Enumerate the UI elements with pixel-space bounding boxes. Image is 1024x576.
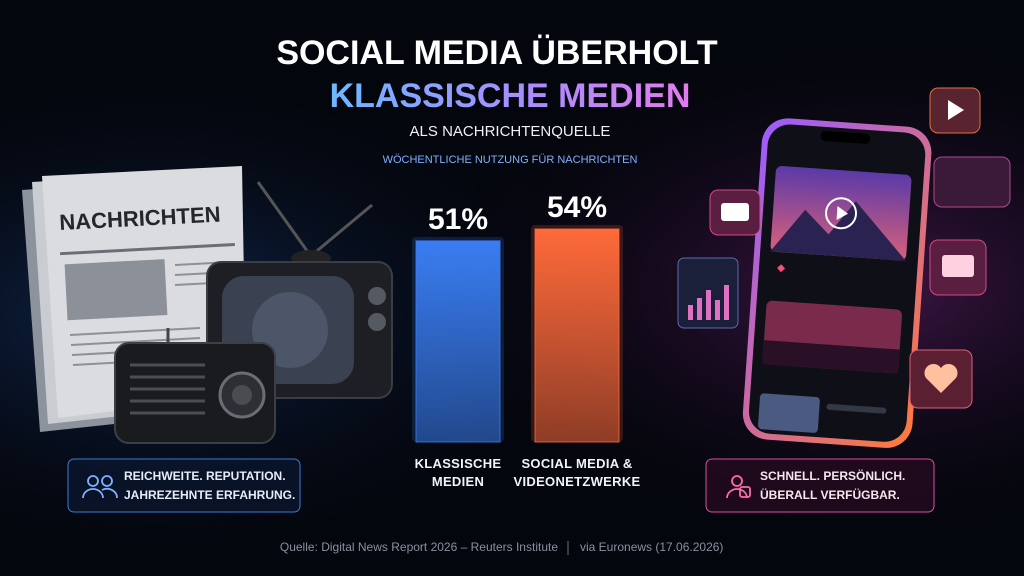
social-icons bbox=[677, 87, 1011, 409]
source-via: via Euronews (17.06.2026) bbox=[580, 540, 723, 554]
category-label: SOCIAL MEDIA & VIDEONETZWERKE bbox=[513, 456, 641, 489]
phone-illustration bbox=[742, 118, 932, 448]
caption: WÖCHENTLICHE NUTZUNG FÜR NACHRICHTEN bbox=[383, 154, 638, 166]
right-box-text: SCHNELL. PERSÖNLICH. bbox=[760, 468, 905, 483]
right-box-text: ÜBERALL VERFÜGBAR. bbox=[760, 487, 900, 502]
left-box: REICHWEITE. REPUTATION. JAHREZEHNTE ERFA… bbox=[67, 458, 301, 513]
bar bbox=[415, 240, 501, 443]
title-highlight: KLASSISCHE MEDIEN bbox=[330, 77, 691, 115]
category-label: KLASSISCHE MEDIEN bbox=[414, 456, 502, 489]
value-label: 54% bbox=[547, 191, 607, 224]
right-box: SCHNELL. PERSÖNLICH. ÜBERALL VERFÜGBAR. bbox=[705, 458, 935, 513]
radio-illustration bbox=[114, 328, 276, 444]
left-box-text: REICHWEITE. REPUTATION. bbox=[124, 469, 286, 483]
left-box-text: JAHREZEHNTE ERFAHRUNG. bbox=[124, 488, 295, 502]
bar bbox=[534, 228, 620, 443]
title: SOCIAL MEDIA ÜBERHOLT bbox=[276, 34, 718, 72]
category-label-box: KLASSISCHE MEDIEN bbox=[414, 456, 502, 489]
value-label: 51% bbox=[428, 203, 488, 236]
category-label-box: SOCIAL MEDIA & VIDEONETZWERKE bbox=[513, 456, 641, 489]
source: Quelle: Digital News Report 2026 – Reute… bbox=[280, 540, 558, 554]
subtitle: ALS NACHRICHTENQUELLE bbox=[410, 123, 611, 140]
